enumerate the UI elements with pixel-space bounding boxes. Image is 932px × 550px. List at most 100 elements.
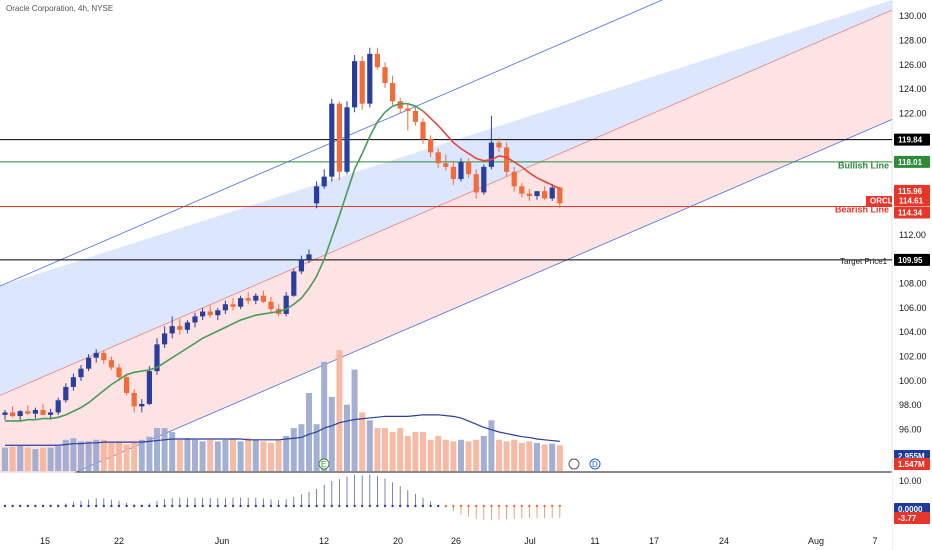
oscillator-dot	[307, 504, 311, 508]
oscillator-tick-label: 10.00	[899, 476, 922, 486]
oscillator-dot	[79, 504, 83, 508]
volume-bar	[237, 441, 244, 471]
volume-bar	[534, 442, 540, 471]
candle-body	[405, 108, 411, 111]
oscillator-dot	[209, 504, 212, 508]
channel-mask	[0, 472, 892, 550]
candle-body	[519, 186, 525, 194]
bearish-price-tag: 114.34	[898, 209, 923, 218]
moving-average	[5, 102, 561, 422]
earnings-marker[interactable]: E	[321, 460, 326, 469]
target-price-label: Target Price1	[840, 257, 888, 266]
candle-body	[374, 53, 380, 68]
volume-bar	[230, 438, 236, 471]
oscillator-dot	[171, 504, 174, 508]
candle-body	[336, 103, 342, 172]
volume-bar	[328, 396, 335, 471]
oscillator-pane	[3, 474, 561, 521]
candle-body	[420, 121, 426, 139]
volume-tag-2-bg	[894, 458, 930, 470]
volume-bar	[9, 446, 16, 471]
volume-bar	[465, 441, 472, 471]
candle-body	[291, 271, 297, 296]
candle-body	[450, 166, 456, 180]
oscillator-dot	[330, 504, 333, 508]
volume-bar	[78, 441, 84, 471]
oscillator-dot	[269, 504, 273, 508]
candle-body	[32, 410, 38, 414]
candle-body	[504, 147, 510, 172]
price-tick-label: 130.00	[899, 11, 927, 21]
oscillator-dot	[315, 504, 318, 508]
candle-body	[382, 67, 388, 84]
candle-body	[48, 412, 54, 415]
volume-bar	[146, 436, 153, 471]
oscillator-dot	[34, 504, 37, 508]
volume-bar	[100, 439, 107, 471]
candle-body	[116, 367, 122, 378]
time-axis: 15 22 Jun 12 20 26 Jul 11 17 24 Aug 7	[40, 536, 878, 546]
channel-upper-fill	[0, 0, 892, 396]
oscillator-dot	[535, 504, 539, 508]
volume-bar	[93, 439, 100, 471]
oscillator-dot	[239, 504, 242, 508]
ticker-symbol-bg	[866, 196, 892, 206]
bullish-price-tag: 118.01	[898, 158, 923, 167]
volume-bar	[389, 432, 396, 471]
channel-lower-fill	[0, 10, 892, 505]
candle-body	[86, 357, 92, 369]
oscillator-dot	[482, 504, 485, 508]
ticker-symbol: ORCL	[870, 197, 893, 206]
volume-bar	[344, 404, 350, 471]
candle-body	[40, 410, 46, 415]
candle-body	[458, 162, 464, 180]
volume-bar	[17, 446, 24, 471]
bearish-line-label: Bearish Line	[835, 205, 889, 215]
oscillator-dot	[391, 504, 394, 508]
dividend-marker[interactable]: D	[592, 460, 598, 469]
candle-body	[200, 311, 206, 317]
oscillator-dot	[368, 504, 371, 508]
candle-body	[192, 316, 198, 323]
chart-title: Oracle Corporation, 4h, NYSE	[6, 4, 113, 13]
candle-body	[63, 386, 69, 401]
candle-body	[78, 368, 84, 378]
horizontal-levels	[0, 139, 892, 261]
price-tick-label: 106.00	[899, 303, 927, 313]
candle-body	[298, 259, 304, 272]
volume-bar	[108, 442, 115, 471]
volume-bar	[321, 361, 328, 471]
time-tick-label: Jun	[215, 536, 230, 546]
bullish-price-tag-bg	[894, 155, 930, 168]
oscillator-dot	[125, 504, 128, 508]
candle-body	[124, 377, 130, 393]
volume-bar	[62, 439, 69, 471]
price-tick-label: 98.00	[899, 400, 922, 410]
resistance-price-tag-bg	[894, 133, 930, 146]
volume-bar	[252, 439, 259, 471]
volume-bar	[480, 435, 487, 471]
candle-body	[139, 403, 145, 407]
regression-channel	[0, 0, 893, 550]
candle-body	[215, 310, 221, 316]
candle-body	[222, 304, 228, 311]
candle-body	[352, 61, 358, 108]
high-price-tag-bg	[894, 184, 930, 197]
price-tick-label: 102.00	[899, 352, 927, 362]
candle-body	[390, 83, 396, 102]
oscillator-dot	[452, 504, 455, 508]
volume-bar	[123, 444, 130, 471]
oscillator-dot	[224, 504, 227, 508]
bullish-line-label: Bullish Line	[838, 161, 889, 171]
price-tick-label: 108.00	[899, 279, 927, 289]
time-tick-label: Jul	[524, 536, 536, 546]
oscillator-dot	[467, 504, 470, 508]
oscillator-dot	[216, 504, 219, 508]
candle-body	[321, 176, 327, 187]
candle-body	[154, 344, 160, 372]
volume-bar	[397, 428, 404, 471]
oscillator-dot	[543, 504, 546, 508]
candle-body	[93, 352, 99, 358]
candle-body	[496, 142, 502, 148]
